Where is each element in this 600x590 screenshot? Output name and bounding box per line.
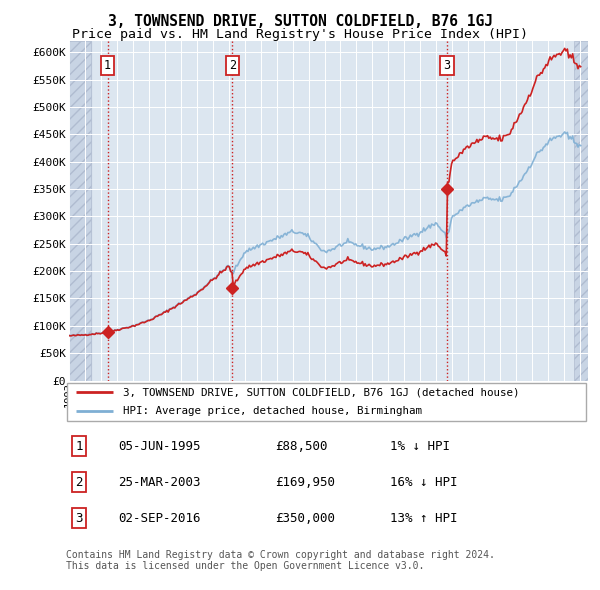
Text: 1% ↓ HPI: 1% ↓ HPI (389, 440, 449, 453)
Text: 16% ↓ HPI: 16% ↓ HPI (389, 476, 457, 489)
Text: 2: 2 (76, 476, 83, 489)
Text: 3, TOWNSEND DRIVE, SUTTON COLDFIELD, B76 1GJ (detached house): 3, TOWNSEND DRIVE, SUTTON COLDFIELD, B76… (124, 387, 520, 397)
Text: £350,000: £350,000 (275, 512, 335, 525)
Text: £88,500: £88,500 (275, 440, 328, 453)
Text: 02-SEP-2016: 02-SEP-2016 (118, 512, 200, 525)
Text: 3: 3 (76, 512, 83, 525)
Text: HPI: Average price, detached house, Birmingham: HPI: Average price, detached house, Birm… (124, 407, 422, 417)
Text: £169,950: £169,950 (275, 476, 335, 489)
Text: Price paid vs. HM Land Registry's House Price Index (HPI): Price paid vs. HM Land Registry's House … (72, 28, 528, 41)
Text: 1: 1 (76, 440, 83, 453)
Text: 05-JUN-1995: 05-JUN-1995 (118, 440, 200, 453)
Bar (69, 41, 91, 381)
Text: 25-MAR-2003: 25-MAR-2003 (118, 476, 200, 489)
Bar (69, 41, 91, 381)
Text: Contains HM Land Registry data © Crown copyright and database right 2024.
This d: Contains HM Land Registry data © Crown c… (66, 550, 495, 572)
Text: 3: 3 (443, 60, 451, 73)
Text: 3, TOWNSEND DRIVE, SUTTON COLDFIELD, B76 1GJ: 3, TOWNSEND DRIVE, SUTTON COLDFIELD, B76… (107, 14, 493, 28)
Bar (574, 41, 590, 381)
FancyBboxPatch shape (67, 382, 586, 421)
Text: 1: 1 (104, 60, 111, 73)
Text: 13% ↑ HPI: 13% ↑ HPI (389, 512, 457, 525)
Text: 2: 2 (229, 60, 236, 73)
